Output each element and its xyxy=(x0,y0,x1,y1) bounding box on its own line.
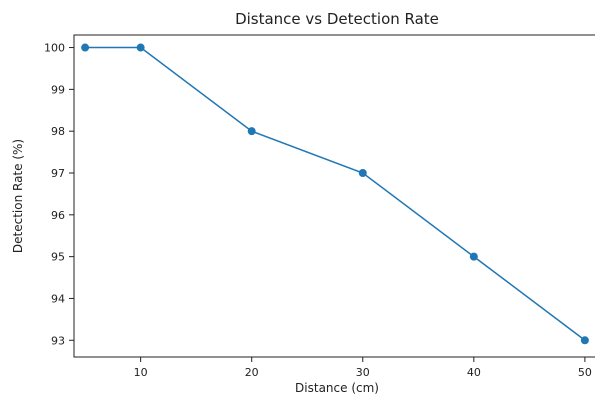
x-tick-label: 10 xyxy=(134,366,148,379)
y-tick-label: 99 xyxy=(51,83,65,96)
x-tick-label: 50 xyxy=(578,366,592,379)
y-tick-label: 100 xyxy=(44,42,65,55)
y-tick-label: 95 xyxy=(51,251,65,264)
data-point xyxy=(81,43,90,52)
y-tick-label: 94 xyxy=(51,292,65,305)
y-tick-label: 96 xyxy=(51,209,65,222)
y-tick-label: 93 xyxy=(51,334,65,347)
series-group xyxy=(81,43,589,345)
y-axis-label: Detection Rate (%) xyxy=(11,139,25,253)
data-point xyxy=(247,127,256,136)
chart-title: Distance vs Detection Rate xyxy=(235,10,439,28)
y-axis: 93 94 95 96 97 98 99 100 xyxy=(44,42,74,347)
series-line xyxy=(85,46,586,341)
axes-frame xyxy=(73,34,595,358)
x-tick-label: 20 xyxy=(245,366,259,379)
data-point xyxy=(358,169,367,177)
x-tick-label: 30 xyxy=(356,366,370,379)
plot-area: 10 20 30 40 50 93 94 95 96 97 98 99 100 xyxy=(44,34,595,379)
y-tick-label: 97 xyxy=(51,167,65,180)
data-point xyxy=(469,252,478,261)
data-point xyxy=(136,43,145,52)
x-axis-label: Distance (cm) xyxy=(295,381,379,395)
y-tick-label: 98 xyxy=(51,125,65,138)
x-axis: 10 20 30 40 50 xyxy=(134,357,592,379)
x-tick-label: 40 xyxy=(467,366,481,379)
data-point xyxy=(580,336,589,345)
